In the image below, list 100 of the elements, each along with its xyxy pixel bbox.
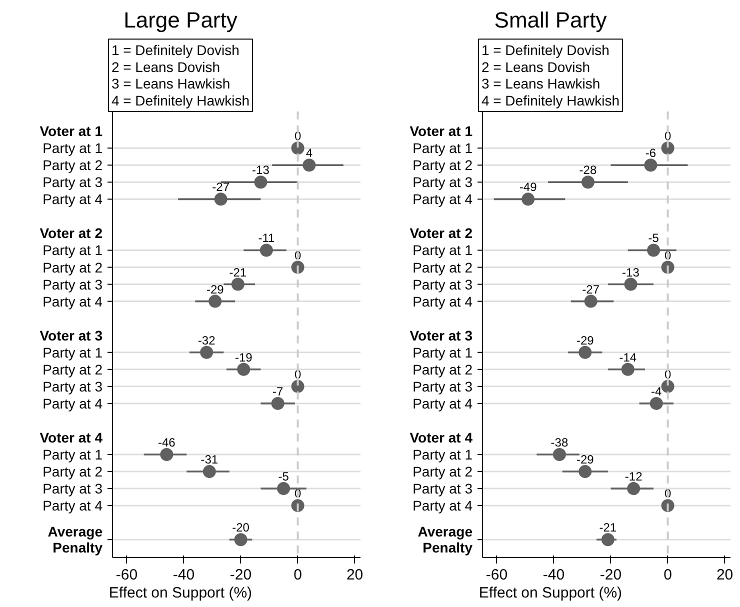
y-tick-label: Party at 3: [412, 276, 473, 292]
point: [234, 533, 248, 546]
chart-title: Small Party: [494, 8, 607, 32]
data-label: -6: [645, 146, 656, 160]
data-label: -14: [619, 350, 637, 364]
point: [578, 346, 592, 359]
point: [581, 176, 594, 189]
y-tick-label: Party at 2: [42, 157, 103, 174]
x-tick-label: 0: [294, 566, 302, 584]
text: 1 = Definitely Dovish 2 = Leans Dovish 3 = Leans Hawkish 4 = Definitely Hawkish: [481, 42, 620, 108]
point: [522, 192, 535, 206]
point: [578, 465, 592, 478]
x-axis-title: Effect on Support (%): [108, 584, 252, 602]
point: [552, 448, 566, 461]
y-tick-label: Party at 3: [42, 480, 103, 497]
x-tick-label: -40: [172, 566, 195, 584]
y-tick-label: Party at 1: [412, 242, 473, 258]
data-label: -46: [158, 436, 176, 450]
data-label: -12: [624, 470, 643, 484]
y-tick-label: Party at 2: [42, 259, 103, 276]
point: [277, 482, 290, 496]
y-tick-label: Party at 4: [42, 191, 103, 208]
point: [200, 346, 214, 359]
x-tick-label: -20: [600, 566, 622, 584]
x-axis-title: Effect on Support (%): [478, 584, 622, 602]
data-label: -27: [212, 180, 230, 194]
y-tick-label: Party at 3: [42, 174, 103, 190]
y-tick-label: Voter at 4: [40, 429, 103, 446]
data-label: -7: [272, 384, 284, 398]
y-tick-label: Average Penalty: [48, 524, 103, 556]
point: [208, 294, 222, 308]
y-tick-label: Party at 3: [412, 174, 473, 190]
point: [214, 192, 228, 206]
y-tick-label: Party at 1: [412, 446, 473, 463]
y-tick-label: Voter at 3: [40, 327, 103, 344]
point: [302, 158, 316, 172]
y-tick-label: Party at 1: [42, 344, 103, 360]
x-tick-label: -40: [542, 566, 565, 584]
point: [601, 533, 614, 546]
point: [627, 482, 640, 496]
y-tick-label: Party at 1: [412, 344, 473, 360]
point: [650, 396, 663, 410]
data-label: -32: [198, 333, 216, 348]
text: 1 = Definitely Dovish 2 = Leans Dovish 3 = Leans Hawkish 4 = Definitely Hawkish: [111, 42, 250, 108]
point: [260, 244, 273, 257]
y-tick-label: Party at 4: [42, 498, 103, 514]
y-tick-label: Voter at 3: [410, 327, 473, 344]
y-tick-label: Party at 3: [42, 276, 103, 292]
data-label: -27: [582, 282, 600, 296]
y-tick-label: Party at 2: [412, 259, 473, 276]
data-label: -29: [206, 282, 224, 296]
y-tick-label: Party at 2: [412, 157, 473, 174]
y-tick-label: Average Penalty: [418, 524, 473, 556]
y-tick-label: Party at 1: [412, 140, 473, 156]
y-tick-label: Party at 4: [42, 293, 103, 310]
x-tick-label: 20: [716, 566, 734, 584]
point: [621, 362, 634, 376]
data-label: -11: [258, 231, 275, 246]
y-tick-label: Party at 1: [42, 446, 103, 463]
data-label: -13: [622, 265, 640, 280]
y-tick-label: Party at 2: [412, 361, 473, 378]
y-tick-label: Party at 3: [412, 378, 473, 394]
point: [647, 244, 660, 257]
point: [254, 176, 268, 189]
point: [237, 362, 250, 376]
data-label: -29: [576, 452, 594, 467]
y-tick-label: Party at 3: [412, 480, 473, 497]
data-label: -21: [599, 520, 617, 535]
y-tick-label: Party at 1: [42, 242, 103, 258]
y-tick-label: Voter at 2: [410, 225, 473, 242]
y-tick-label: Party at 2: [42, 464, 103, 480]
y-tick-label: Party at 1: [42, 140, 103, 156]
x-tick-label: -60: [486, 566, 508, 584]
y-tick-label: Party at 2: [412, 464, 473, 480]
data-label: -21: [229, 265, 247, 280]
data-label: -13: [252, 163, 270, 178]
data-label: -20: [232, 520, 250, 535]
chart-title: Large Party: [124, 8, 238, 32]
y-tick-label: Voter at 2: [40, 225, 103, 242]
data-label: -5: [278, 470, 290, 484]
y-tick-label: Party at 4: [412, 191, 473, 208]
point: [231, 278, 244, 291]
data-label: -5: [648, 231, 660, 246]
y-tick-label: Voter at 1: [40, 123, 103, 140]
data-label: -28: [579, 163, 597, 178]
point: [644, 158, 658, 172]
data-label: -19: [234, 350, 253, 364]
x-tick-label: 0: [664, 566, 672, 584]
x-tick-label: -20: [230, 566, 252, 584]
point: [160, 448, 174, 461]
y-tick-label: Party at 4: [42, 395, 103, 412]
y-tick-label: Voter at 1: [410, 123, 473, 140]
data-label: -49: [519, 180, 538, 194]
x-tick-label: 20: [346, 566, 364, 584]
data-label: -31: [200, 452, 218, 467]
data-label: -38: [550, 436, 568, 450]
y-tick-label: Party at 4: [412, 395, 473, 412]
y-tick-label: Party at 4: [412, 293, 473, 310]
y-tick-label: Party at 4: [412, 498, 473, 514]
point: [202, 465, 216, 478]
